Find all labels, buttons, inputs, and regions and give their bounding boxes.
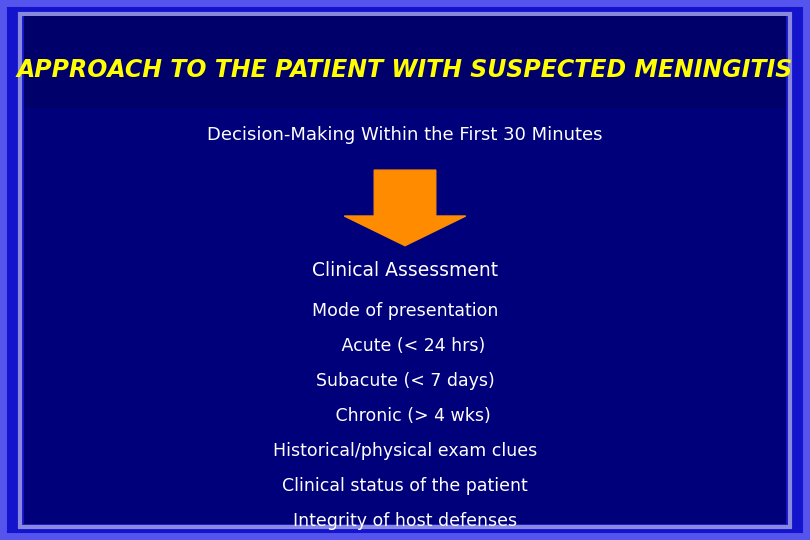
Text: APPROACH TO THE PATIENT WITH SUSPECTED MENINGITIS: APPROACH TO THE PATIENT WITH SUSPECTED M… <box>17 58 793 82</box>
Polygon shape <box>344 170 466 246</box>
Text: Acute (< 24 hrs): Acute (< 24 hrs) <box>325 336 485 355</box>
Text: Subacute (< 7 days): Subacute (< 7 days) <box>316 372 494 390</box>
Text: Clinical Assessment: Clinical Assessment <box>312 260 498 280</box>
Text: Chronic (> 4 wks): Chronic (> 4 wks) <box>319 407 491 425</box>
FancyBboxPatch shape <box>24 16 786 108</box>
Text: Decision-Making Within the First 30 Minutes: Decision-Making Within the First 30 Minu… <box>207 126 603 144</box>
Text: Mode of presentation: Mode of presentation <box>312 301 498 320</box>
FancyBboxPatch shape <box>24 16 786 524</box>
Text: Historical/physical exam clues: Historical/physical exam clues <box>273 442 537 460</box>
Text: Integrity of host defenses: Integrity of host defenses <box>293 512 517 530</box>
Text: Clinical status of the patient: Clinical status of the patient <box>282 477 528 495</box>
